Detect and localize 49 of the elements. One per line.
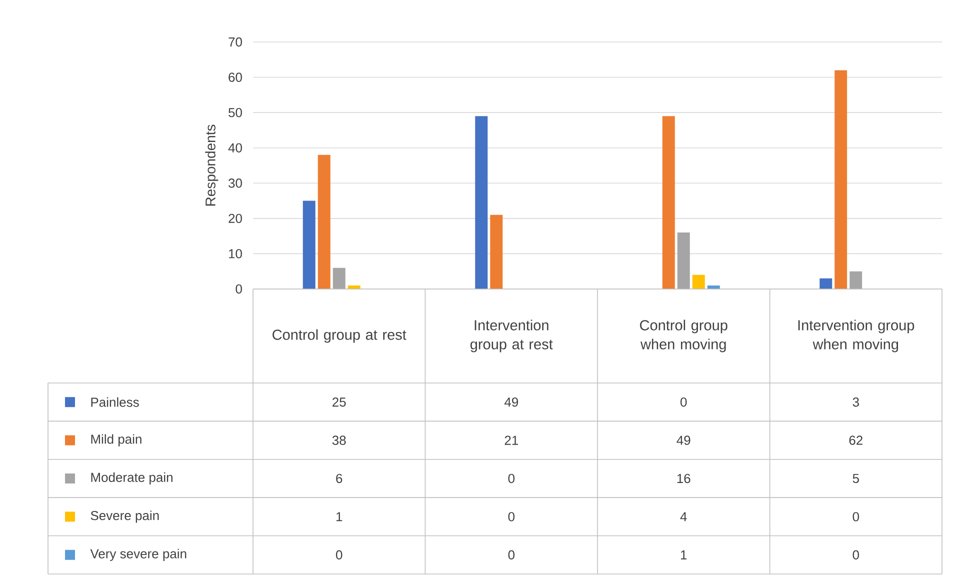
- bar: [490, 214, 503, 289]
- data-label: 0: [508, 474, 515, 484]
- y-tick-label: 10: [229, 249, 242, 258]
- legend-label: Painless: [91, 397, 139, 407]
- data-label: 49: [504, 397, 518, 407]
- data-label: 1: [336, 512, 342, 522]
- x-tick-label: Intervention group at rest: [470, 320, 553, 352]
- bar: [662, 116, 675, 289]
- legend-label: Severe pain: [90, 510, 159, 523]
- bar: [475, 116, 488, 289]
- bar: [302, 200, 316, 289]
- bar: [332, 268, 346, 289]
- data-label: 3: [852, 397, 859, 407]
- x-tick-label: Control group when moving: [640, 320, 728, 352]
- data-label: 6: [336, 474, 342, 484]
- data-label: 62: [849, 436, 862, 445]
- y-tick-label: 50: [228, 108, 242, 118]
- y-tick-label: 20: [228, 214, 242, 224]
- y-tick-label: 0: [236, 284, 242, 294]
- y-axis-title: Respondents: [205, 124, 218, 206]
- data-label: 5: [852, 474, 859, 484]
- y-tick-label: 30: [228, 178, 242, 188]
- data-label: 0: [336, 550, 342, 560]
- data-label: 16: [677, 474, 690, 484]
- bar: [820, 278, 832, 289]
- bar: [692, 274, 705, 289]
- data-label: 0: [508, 550, 515, 560]
- legend-label: Very severe pain: [90, 548, 186, 561]
- data-label: 0: [508, 512, 515, 522]
- legend-label: Moderate pain: [91, 472, 172, 485]
- bar: [677, 232, 690, 289]
- data-label: 25: [332, 397, 346, 407]
- data-label: 0: [852, 550, 860, 560]
- bar: [850, 271, 862, 289]
- data-label: 38: [332, 436, 346, 445]
- bar: [834, 70, 848, 289]
- data-label: 1: [680, 550, 687, 560]
- y-tick-label: 60: [228, 72, 242, 82]
- data-label: 49: [676, 436, 690, 445]
- bar: [318, 154, 330, 289]
- data-label: 0: [852, 512, 860, 522]
- y-tick-label: 40: [228, 143, 242, 152]
- data-label: 21: [504, 436, 518, 445]
- y-tick-label: 70: [228, 37, 242, 47]
- data-label: 4: [680, 512, 687, 522]
- data-label: 0: [680, 397, 687, 407]
- x-tick-label: Intervention group when moving: [798, 320, 914, 352]
- legend-label: Mild pain: [91, 434, 142, 446]
- x-tick-label: Control group at rest: [272, 329, 406, 343]
